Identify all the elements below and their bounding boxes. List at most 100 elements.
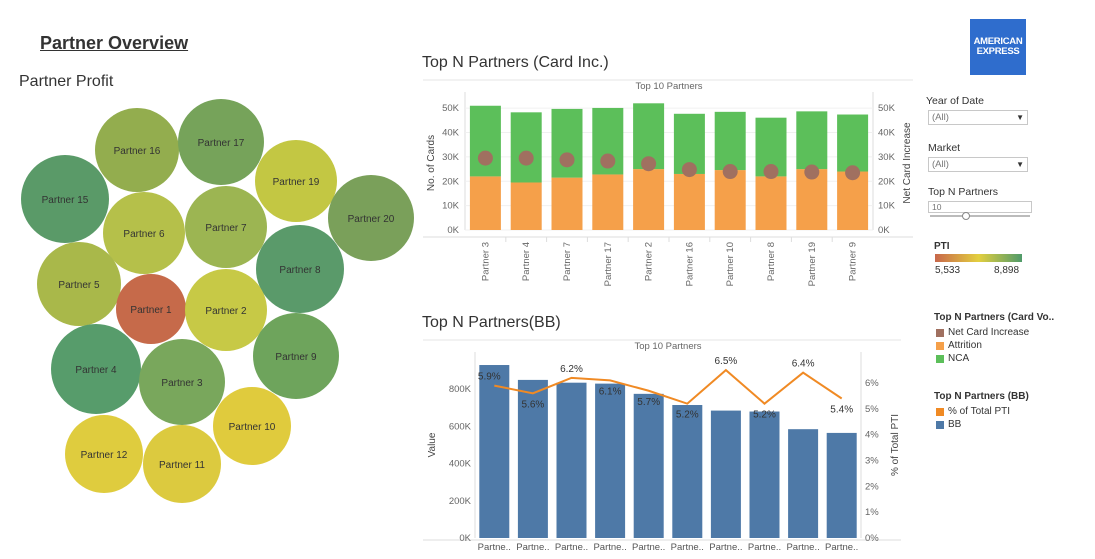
y-tick-label: 800K (449, 384, 472, 395)
x-tick-label: Partner 17 (603, 242, 614, 286)
x-tick-label: Partner 19 (807, 242, 818, 286)
bubble-label: Partner 5 (58, 280, 100, 291)
attrition-bar (714, 170, 746, 230)
y2-tick-label: 4% (865, 430, 879, 441)
bubble: Partner 6 (103, 192, 185, 274)
x-tick-label: Partner 7 (562, 242, 573, 281)
nca-bar (510, 112, 542, 183)
bubble-circle (253, 313, 339, 399)
bubble-label: Partner 19 (273, 177, 320, 188)
attrition-bar (837, 171, 869, 230)
legend-swatch (936, 420, 944, 429)
bubble-label: Partner 2 (205, 306, 247, 317)
y2-tick-label: 2% (865, 481, 879, 492)
bubble-circle (21, 155, 109, 243)
bubble-circle (51, 324, 141, 414)
legend-item[interactable]: NCA (936, 352, 1029, 365)
pti-gradient (935, 254, 1022, 262)
bubble-circle (139, 339, 225, 425)
x-tick-label: Partner 3 (480, 242, 491, 281)
year-dropdown[interactable]: (All) ▼ (928, 110, 1028, 125)
x-tick-label: Partne.. (555, 542, 588, 553)
y-tick-label: 400K (449, 459, 472, 470)
y2-tick-label: 5% (865, 404, 879, 415)
y-tick-label: 30K (442, 152, 460, 163)
x-tick-label: Partner 16 (684, 242, 695, 286)
nca-bar (837, 114, 869, 172)
bubble-circle (178, 99, 264, 185)
y2-tick-label: 40K (878, 128, 896, 139)
chart1-ylabel: No. of Cards (426, 135, 437, 191)
x-tick-label: Partner 8 (766, 242, 777, 281)
net-card-increase-mark (763, 164, 779, 180)
bubble: Partner 10 (213, 387, 291, 465)
year-filter-label: Year of Date (926, 95, 984, 107)
chart2-title: Top N Partners(BB) (422, 314, 561, 331)
bubble-label: Partner 7 (205, 223, 247, 234)
pti-max: 8,898 (994, 265, 1020, 276)
chevron-down-icon: ▼ (1016, 160, 1024, 169)
bubble: Partner 4 (51, 324, 141, 414)
x-tick-label: Partne.. (671, 542, 704, 553)
topn-filter-label: Top N Partners (928, 186, 999, 198)
bubble-label: Partner 20 (348, 214, 395, 225)
pti-data-label: 5.2% (753, 410, 776, 421)
logo-line1: AMERICAN (973, 36, 1023, 47)
x-tick-label: Partner 4 (521, 242, 532, 281)
nca-bar (714, 111, 746, 171)
bubble: Partner 7 (185, 186, 267, 268)
pti-data-label: 5.7% (637, 397, 660, 408)
bubble: Partner 12 (65, 415, 143, 493)
topn-slider-track[interactable] (930, 215, 1030, 217)
pti-data-label: 5.4% (830, 405, 853, 416)
y2-tick-label: 0K (878, 225, 890, 236)
pti-data-label: 5.9% (478, 372, 501, 383)
bubble-circle (103, 192, 185, 274)
bubble: Partner 3 (139, 339, 225, 425)
y-tick-label: 10K (442, 201, 460, 212)
legend-item[interactable]: % of Total PTI (936, 405, 1010, 418)
pti-min: 5,533 (935, 265, 961, 276)
bubble: Partner 5 (37, 242, 121, 326)
legend-swatch (936, 328, 944, 337)
y2-tick-label: 3% (865, 456, 879, 467)
legend1-title: Top N Partners (Card Vo.. (934, 312, 1055, 323)
bubble-label: Partner 8 (279, 265, 321, 276)
topn-slider-thumb[interactable] (962, 212, 970, 220)
chevron-down-icon: ▼ (1016, 113, 1024, 122)
bb-bar (556, 382, 587, 538)
bb-bar (633, 393, 664, 538)
y-tick-label: 0K (459, 533, 471, 544)
page-title: Partner Overview (40, 33, 189, 53)
legend-item[interactable]: BB (936, 418, 1010, 431)
attrition-bar (510, 182, 542, 230)
bubble: Partner 9 (253, 313, 339, 399)
bubble: Partner 17 (178, 99, 264, 185)
bubble-label: Partner 6 (123, 229, 165, 240)
market-dropdown[interactable]: (All) ▼ (928, 157, 1028, 172)
bb-bar (479, 365, 510, 538)
x-tick-label: Partne.. (786, 542, 819, 553)
bb-chart: Top 10 Partners 0K 200K 400K 600K 800K 0% 1% 2% 3… (423, 339, 901, 553)
bubble-circle (328, 175, 414, 261)
chart2-subtitle: Top 10 Partners (634, 341, 701, 352)
x-tick-label: Partne.. (593, 542, 626, 553)
topn-input[interactable]: 10 (928, 201, 1032, 213)
bb-bar (517, 379, 548, 538)
chart1-y2label: Net Card Increase (902, 122, 913, 204)
legend1-list: Net Card Increase Attrition NCA (936, 326, 1029, 365)
topn-input-value: 10 (932, 202, 942, 212)
amex-logo: AMERICAN EXPRESS (970, 19, 1026, 75)
x-tick-label: Partne.. (825, 542, 858, 553)
x-tick-label: Partner 10 (725, 242, 736, 286)
legend-item[interactable]: Attrition (936, 339, 1029, 352)
y2-tick-label: 0% (865, 533, 879, 544)
y-tick-label: 40K (442, 128, 460, 139)
market-dropdown-value: (All) (932, 159, 949, 170)
pti-data-label: 5.2% (676, 410, 699, 421)
bubble: Partner 20 (328, 175, 414, 261)
bubble: Partner 11 (143, 425, 221, 503)
legend-item[interactable]: Net Card Increase (936, 326, 1029, 339)
chart1-title: Top N Partners (Card Inc.) (422, 54, 609, 71)
bubble-circle (185, 186, 267, 268)
